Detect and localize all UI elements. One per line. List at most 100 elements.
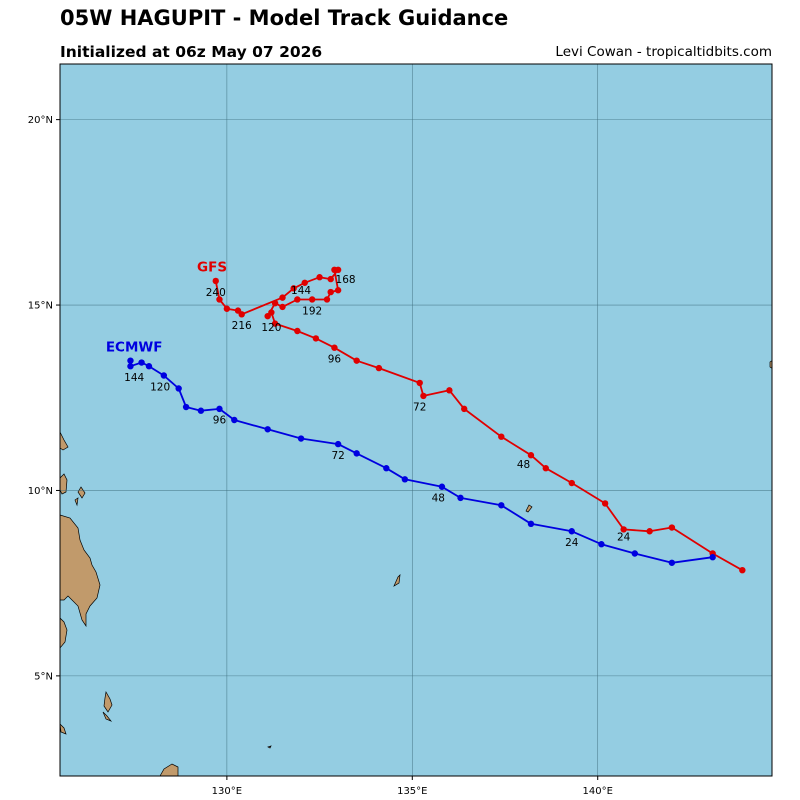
gfs-track-point: [271, 299, 279, 307]
gfs-track-point: [264, 312, 271, 320]
ecmwf-track-point: [598, 541, 605, 548]
gfs-track-point: [301, 279, 308, 286]
gfs-forecast-hour-label: 48: [517, 459, 530, 471]
landmass-philippines-central: [60, 473, 68, 495]
ecmwf-track: [127, 357, 716, 566]
ecmwf-track-point: [568, 528, 575, 535]
gfs-track-point: [375, 364, 383, 372]
gfs-track-point: [294, 296, 301, 303]
gfs-forecast-hour-label: 72: [413, 402, 426, 414]
ecmwf-forecast-hour-label: 72: [331, 450, 344, 462]
ecmwf-track-point: [127, 363, 134, 370]
lon-tick-label: 135°E: [397, 786, 427, 797]
island-palau: [267, 745, 272, 749]
gfs-track-point: [234, 307, 242, 314]
ecmwf-forecast-hour-label: 144: [124, 372, 144, 384]
lat-lon-gridlines: [60, 64, 772, 776]
landmass-philippines-mindanao: [60, 514, 101, 628]
gfs-track-point: [316, 274, 323, 281]
credit-text: Levi Cowan - tropicaltidbits.com: [555, 44, 772, 60]
ecmwf-track-point: [457, 494, 464, 502]
landmass-southern-mindanao: [60, 617, 68, 649]
ecmwf-track-point: [197, 407, 205, 414]
gfs-track-point: [327, 288, 334, 296]
gfs-track-point: [279, 294, 286, 301]
gfs-model-label: GFS: [197, 260, 227, 276]
gfs-track-point: [312, 335, 320, 342]
gfs-forecast-hour-label: 120: [261, 322, 281, 334]
gfs-forecast-hour-label: 168: [336, 274, 356, 286]
gfs-track-point: [542, 465, 549, 472]
ecmwf-track-point: [182, 403, 190, 411]
gfs-track-point: [331, 344, 338, 351]
ocean-background: [60, 64, 772, 776]
lat-tick-label: 20°N: [28, 115, 53, 126]
gfs-track-point: [420, 392, 427, 400]
gfs-forecast-hour-label: 216: [232, 320, 252, 332]
ecmwf-track-point: [145, 363, 153, 370]
lat-tick-label: 10°N: [28, 486, 53, 497]
ecmwf-track-point: [383, 465, 390, 472]
gfs-track-point: [527, 452, 535, 459]
ecmwf-forecast-hour-label: 96: [213, 415, 227, 427]
island-talaud-small: [102, 711, 113, 722]
gfs-track-point: [416, 379, 423, 387]
landmass-sulawesi-tip: [60, 723, 67, 735]
ecmwf-track-point: [216, 405, 223, 413]
ecmwf-forecast-hour-label: 24: [565, 537, 579, 549]
gfs-track-point: [446, 387, 453, 394]
ecmwf-forecast-hour-label: 120: [150, 381, 170, 393]
gfs-track-point: [294, 327, 301, 335]
gfs-track-point: [334, 266, 342, 274]
landmass-halmahera: [159, 763, 179, 776]
island-ulithi: [525, 504, 533, 513]
ecmwf-track-point: [527, 520, 535, 528]
gfs-track-point: [568, 479, 575, 487]
gfs-track-point: [290, 285, 297, 292]
gfs-track-point: [323, 296, 331, 303]
ecmwf-track-point: [264, 426, 271, 433]
axis-ticks: 130°E 135°E 140°E 5°N 10°N 15°N 20°N: [28, 115, 613, 797]
gfs-forecast-hour-label: 240: [206, 287, 226, 299]
gfs-track-point: [461, 405, 468, 413]
init-time-subtitle: Initialized at 06z May 07 2026: [60, 43, 323, 61]
map-title: 05W HAGUPIT - Model Track Guidance: [60, 6, 509, 30]
island-small-2: [74, 497, 79, 507]
gfs-track-point: [279, 303, 286, 311]
landmass-philippines-north: [60, 431, 69, 451]
ecmwf-track-point: [668, 559, 676, 566]
gfs-track-point: [271, 320, 279, 327]
gfs-track-point: [216, 296, 223, 303]
island-talaud: [103, 690, 113, 713]
gfs-track-point: [223, 305, 231, 312]
ecmwf-track-point: [709, 554, 716, 561]
lat-tick-label: 5°N: [34, 671, 53, 682]
ecmwf-track-point: [353, 450, 360, 457]
ecmwf-track-point: [401, 476, 409, 483]
track-labels: GFS 24 48 72 96 120 144 168 192 216 240 ECMWF 24 48 72…: [106, 260, 631, 549]
gfs-forecast-hour-label: 144: [291, 285, 311, 297]
gfs-track-point: [327, 275, 334, 283]
gfs-track-point: [620, 526, 627, 533]
gfs-track-point: [353, 357, 360, 364]
land-layer: [60, 360, 772, 776]
gfs-track-point: [212, 277, 219, 285]
ecmwf-track-point: [631, 550, 638, 557]
ecmwf-track-point: [498, 502, 505, 509]
lon-tick-label: 140°E: [583, 786, 613, 797]
ecmwf-track-point: [127, 357, 134, 364]
gfs-track-point: [498, 433, 505, 440]
gfs-forecast-hour-label: 24: [617, 532, 631, 544]
ecmwf-track-point: [334, 440, 342, 448]
gfs-track-point: [334, 287, 342, 294]
ecmwf-track-point: [175, 385, 182, 392]
gfs-forecast-hour-label: 96: [328, 354, 342, 366]
model-tracks: [127, 266, 746, 574]
gfs-track-point: [601, 500, 609, 507]
plot-frame: [59, 63, 773, 777]
island-yap: [393, 574, 401, 587]
island-small-1: [77, 486, 86, 499]
ecmwf-model-label: ECMWF: [106, 339, 163, 355]
gfs-track-point: [646, 528, 653, 535]
gfs-track-point: [308, 296, 316, 303]
